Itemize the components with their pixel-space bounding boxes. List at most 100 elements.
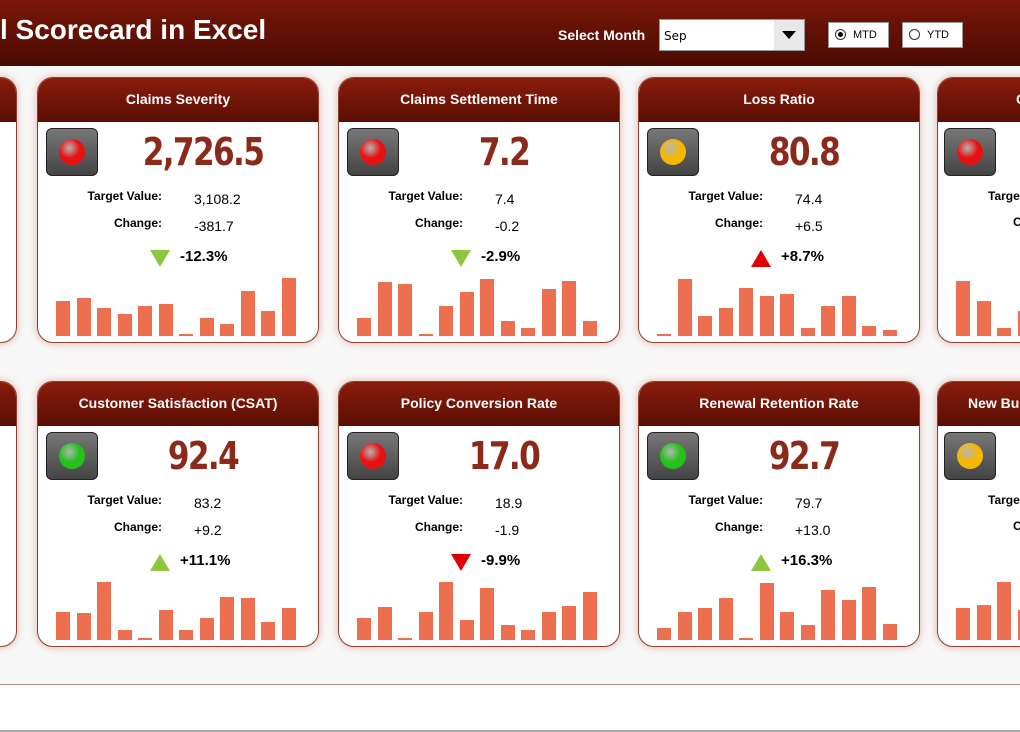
trend-bar bbox=[698, 316, 712, 336]
change-value: +6.5 bbox=[795, 218, 823, 234]
change-label: C bbox=[1013, 519, 1020, 533]
target-value: 18.9 bbox=[495, 495, 523, 511]
trend-bar bbox=[418, 334, 433, 336]
trend-bar bbox=[377, 282, 392, 336]
trend-bar bbox=[821, 306, 835, 336]
dropdown-arrow[interactable] bbox=[774, 20, 804, 50]
change-value: -381.7 bbox=[194, 218, 234, 234]
change-arrow bbox=[451, 250, 471, 267]
change-arrow bbox=[751, 250, 771, 267]
trend-bar bbox=[56, 301, 70, 336]
trend-bar bbox=[357, 318, 371, 336]
trend-bar bbox=[398, 284, 412, 336]
kpi-card: Customer Satisfaction (CSAT) 92.4 Target V… bbox=[37, 381, 319, 647]
kpi-card: Policy Conversion Rate 17.0 Target Value: 1… bbox=[338, 381, 620, 647]
change-percent: +16.3% bbox=[781, 552, 833, 569]
trend-bar bbox=[997, 582, 1011, 640]
trend-bar bbox=[541, 612, 556, 640]
change-arrow bbox=[751, 554, 771, 571]
kpi-card: Claims Severity 2,726.5 Target Value: 3,108… bbox=[37, 77, 319, 343]
trend-bar bbox=[976, 605, 991, 640]
card-title: Renewal Retention Rate bbox=[699, 395, 859, 411]
change-value: -0.2 bbox=[495, 218, 520, 234]
trend-bar bbox=[862, 326, 876, 336]
change-label: Change: bbox=[415, 520, 463, 534]
change-label: C bbox=[1013, 215, 1020, 229]
trend-bar bbox=[439, 306, 453, 336]
trend-bar bbox=[76, 613, 91, 640]
status-light bbox=[46, 128, 98, 176]
trend-bar bbox=[997, 328, 1011, 336]
status-light bbox=[944, 128, 996, 176]
light-bulb bbox=[660, 139, 686, 165]
trend-bar bbox=[821, 590, 835, 640]
kpi-card: Claims Settlement Time 7.2 Target Value: 7.… bbox=[338, 77, 620, 343]
trend-bar bbox=[582, 592, 597, 640]
trend-bar bbox=[281, 278, 296, 336]
change-value: +9.2 bbox=[194, 522, 222, 538]
trend-bar bbox=[541, 289, 556, 336]
trend-bar bbox=[657, 628, 671, 640]
kpi-value: 7.2 bbox=[478, 130, 531, 174]
card-title: Policy Conversion Rate bbox=[400, 395, 558, 411]
trend-bar bbox=[398, 638, 412, 640]
card-partial bbox=[0, 77, 17, 343]
card-title: Claims Severity bbox=[125, 91, 231, 107]
trend-bar bbox=[179, 334, 193, 336]
trend-bar bbox=[521, 328, 535, 336]
change-label: Change: bbox=[415, 216, 463, 230]
radio[interactable] bbox=[909, 29, 920, 40]
kpi-value: 2,726.5 bbox=[142, 130, 265, 174]
select-label: Select Month bbox=[558, 27, 646, 43]
radio[interactable] bbox=[835, 29, 846, 40]
trend-bar bbox=[1017, 610, 1020, 640]
target-value: 79.7 bbox=[795, 495, 823, 511]
radio-ytd[interactable]: YTD bbox=[902, 22, 963, 48]
trend-bar bbox=[97, 582, 111, 640]
light-bulb bbox=[957, 139, 983, 165]
kpi-value: 80.8 bbox=[768, 130, 841, 174]
light-bulb bbox=[360, 443, 386, 469]
card-header: C bbox=[938, 78, 1020, 122]
change-label: Change: bbox=[715, 520, 763, 534]
radio-label: MTD bbox=[853, 29, 877, 41]
trend-bar bbox=[117, 314, 132, 336]
trend-bar bbox=[281, 608, 296, 640]
radio-mtd[interactable]: MTD bbox=[828, 22, 889, 48]
kpi-value: 92.4 bbox=[167, 434, 240, 478]
change-arrow bbox=[451, 554, 471, 571]
card-header: Policy Conversion Rate bbox=[339, 382, 619, 426]
card-header: Customer Satisfaction (CSAT) bbox=[38, 382, 318, 426]
status-light bbox=[347, 128, 399, 176]
header: l Scorecard in Excel Select Month Sep MT… bbox=[0, 0, 1020, 66]
kpi-value: 17.0 bbox=[468, 434, 541, 478]
trend-bar bbox=[562, 606, 576, 640]
trend-bar bbox=[439, 582, 453, 640]
change-arrow bbox=[150, 250, 170, 267]
trend-bar bbox=[459, 292, 474, 336]
trend-bar bbox=[240, 598, 255, 640]
trend-bar bbox=[117, 630, 132, 640]
light-bulb bbox=[660, 443, 686, 469]
month-value: Sep bbox=[664, 29, 687, 43]
trend-bar bbox=[677, 279, 692, 336]
trend-bar bbox=[956, 608, 970, 640]
light-bulb bbox=[59, 139, 85, 165]
trend-bar bbox=[698, 608, 712, 640]
trend-bar bbox=[459, 620, 474, 640]
trend-bar bbox=[138, 638, 152, 640]
trend-bar bbox=[976, 301, 991, 336]
trend-bar bbox=[521, 630, 535, 640]
trend-bar bbox=[862, 587, 876, 640]
month-dropdown[interactable]: Sep bbox=[659, 19, 805, 51]
change-label: Change: bbox=[114, 520, 162, 534]
target-value: 83.2 bbox=[194, 495, 222, 511]
trend-bar bbox=[882, 624, 897, 640]
title: l Scorecard in Excel bbox=[0, 14, 267, 45]
light-bulb bbox=[59, 443, 85, 469]
card-header: New Bus bbox=[938, 382, 1020, 426]
trend-bar bbox=[956, 281, 970, 336]
trend-bar bbox=[240, 291, 255, 336]
target-label: Target Value: bbox=[388, 493, 463, 507]
trend-bar bbox=[199, 318, 214, 336]
